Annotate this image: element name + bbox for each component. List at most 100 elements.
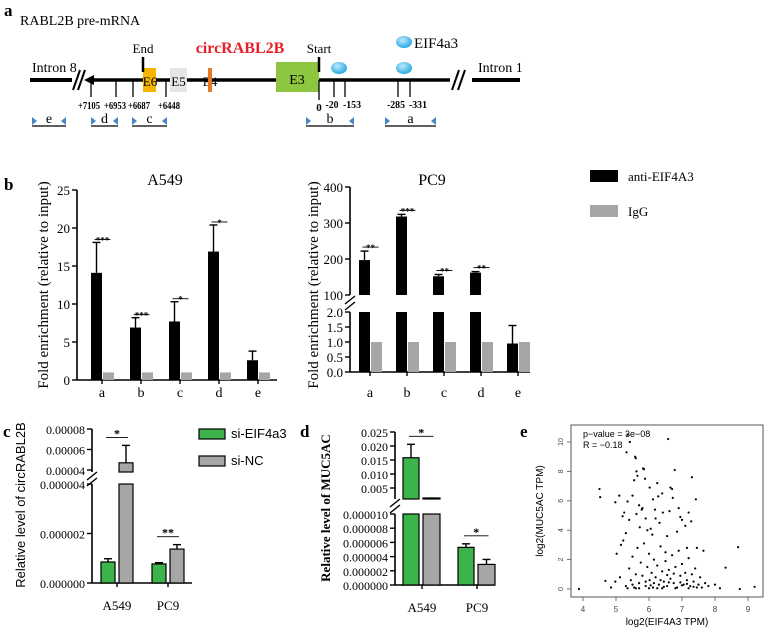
bar-anti-EIF4A3 [91,272,102,380]
y-tick-label: 0 [64,373,71,388]
scatter-point [700,586,703,589]
legend-swatch [590,170,618,182]
scatter-point [718,587,722,590]
legend-label: IgG [628,204,648,219]
x-tick-label: 5 [614,605,619,614]
eif4a3-protein-icon [396,62,412,74]
primer-reverse-icon [431,117,436,125]
legend-label: si-NC [231,453,264,468]
scatter-point [684,571,687,574]
y-tick-label: 15 [57,259,70,274]
y-tick-label: 0.020 [361,440,388,454]
panel-label-c: c [3,422,11,441]
x-tick-label: A549 [103,598,132,613]
y-tick-label: 0.000010 [343,508,388,522]
y-tick-label: 0.000004 [40,478,85,492]
bar-IgG [103,372,114,380]
scatter-point [644,517,647,520]
scatter-point [625,451,628,454]
legend-label: anti-EIF4A3 [628,169,694,184]
y-tick-label: 25 [57,183,70,198]
y-tick-label: 10 [57,297,70,312]
scatter-point [609,586,613,589]
primer-label: a [407,112,414,127]
bar-si-NC [477,563,496,586]
scatter-point [672,572,675,575]
scatter-point [615,552,618,555]
x-tick-label: 7 [680,605,685,614]
bar-si-NC [422,513,441,586]
scatter-point [626,500,629,503]
bar-anti-EIF4A3 [169,321,180,380]
scatter-point [685,582,689,585]
primer-label: c [146,112,152,127]
scatter-point [668,509,671,513]
axis-break-mark [86,471,98,481]
eif4a3-label: EIF4a3 [414,36,458,52]
scatter-point [675,586,679,589]
scatter-point [634,573,637,576]
y-axis-label: Relative level of MUC5AC [318,434,333,582]
y-tick-label: 0.5 [327,350,343,365]
significance-stars: * [473,525,479,539]
y-tick-label: 0.00004 [46,464,85,478]
scatter-point [690,573,694,576]
scatter-point [690,476,694,479]
x-tick-label: d [216,386,223,401]
scatter-point [695,586,698,589]
scatter-point [690,520,693,523]
scatter-point [699,576,702,579]
x-tick-label: e [255,386,261,401]
bar-IgG [445,342,456,372]
scatter-point [664,559,667,563]
scatter-point [679,515,682,519]
scatter-point [674,587,677,590]
bar-IgG [519,342,530,372]
plot-frame [570,424,764,598]
x-tick-label: 9 [746,605,751,614]
position-label: +7105 [78,100,100,112]
scatter-point [671,487,674,491]
r-value-annotation: R = −0.18 [583,440,623,450]
p-value-annotation: p−value = 3e−08 [583,429,650,439]
x-tick-label: b [138,386,145,401]
intron-8-label: Intron 8 [32,61,77,76]
y-tick-label: 10 [558,438,565,446]
scatter-point [694,567,697,570]
scatter-point [636,474,639,477]
scatter-point [656,564,659,567]
primer-forward-icon [91,117,96,125]
scatter-point [635,512,638,516]
legend-label: si-EIF4a3 [231,426,287,441]
scatter-point [652,558,656,561]
bar-IgG [482,342,493,372]
diagram-title: RABL2B pre-mRNA [20,14,141,29]
scatter-point [642,468,646,471]
significance-stars: * [418,425,424,439]
scatter-point [687,557,690,560]
bar-IgG [142,372,153,380]
scatter-point [680,518,684,522]
scatter-point [661,587,664,590]
bar-si-EIF4a3 [457,546,475,586]
bar-IgG [371,342,382,372]
scatter-point [638,582,641,585]
y-tick-label: 5 [64,335,71,350]
axis-break-mark [389,504,401,514]
scatter-point [661,492,664,495]
bar-si-EIF4a3 [402,513,420,586]
axis-break-mark [389,498,401,508]
scatter-point [671,554,674,557]
scatter-point [704,582,707,585]
significance-stars: *** [96,235,110,245]
scatter-point [680,584,684,587]
y-tick-label: 0.000000 [343,579,388,593]
primer-reverse-icon [113,117,118,125]
chart-title: A549 [147,172,183,189]
scatter-point [614,501,617,504]
y-tick-label: 0.00006 [46,444,85,458]
eif4a3-protein-icon [331,62,347,74]
scatter-point [646,529,649,532]
significance-stars: ** [440,266,450,276]
